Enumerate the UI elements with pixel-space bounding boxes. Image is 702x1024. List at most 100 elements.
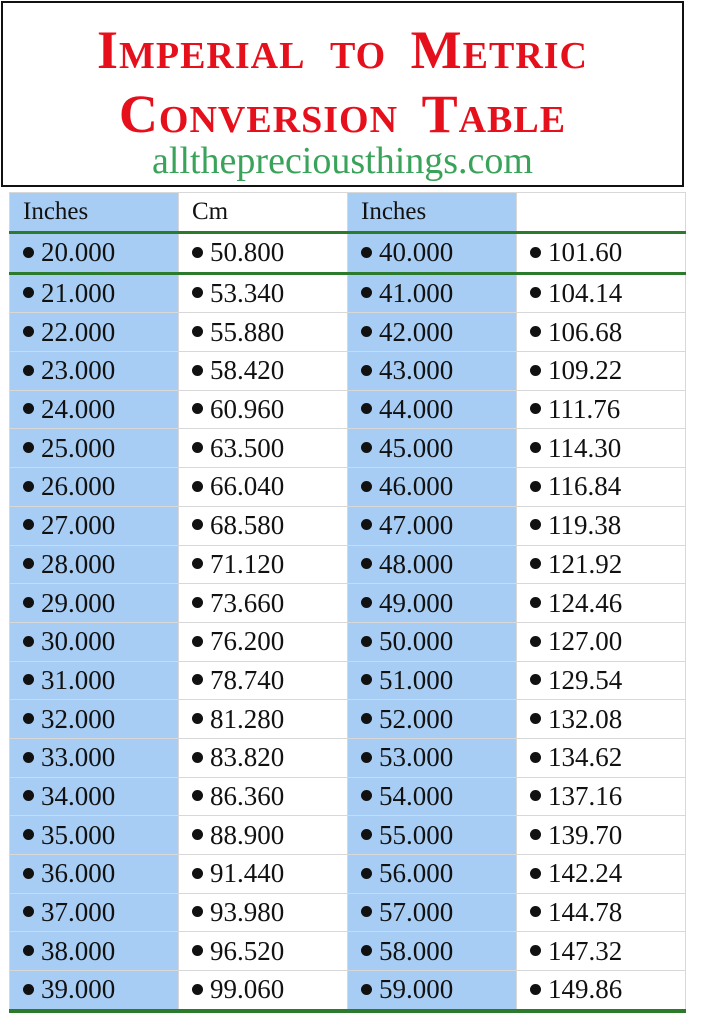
bullet-icon <box>23 635 34 647</box>
cell-value: 111.76 <box>548 394 621 425</box>
cm-cell: 144.78 <box>516 892 686 933</box>
cell-value: 56.000 <box>379 858 454 889</box>
bullet-icon <box>361 558 372 570</box>
bullet-icon <box>192 635 203 647</box>
inches-cell: 21.000 <box>9 272 179 314</box>
inches-cell: 45.000 <box>347 428 517 469</box>
bullet-icon <box>530 751 541 763</box>
table-row: 23.000 58.420 43.000 109.22 <box>9 351 686 391</box>
cell-value: 121.92 <box>548 548 623 579</box>
bullet-icon <box>192 674 203 686</box>
bullet-icon <box>192 828 203 840</box>
cell-value: 41.000 <box>379 278 454 309</box>
cell-value: 58.000 <box>379 935 454 966</box>
cm-cell: 66.040 <box>178 467 348 507</box>
table-row: 38.000 96.520 58.000 147.32 <box>9 931 686 972</box>
bullet-icon <box>361 712 372 724</box>
table-row: 39.000 99.060 59.000 149.86 <box>9 970 686 1013</box>
inches-cell: 59.000 <box>347 970 517 1013</box>
cell-value: 20.000 <box>41 237 116 268</box>
bullet-icon <box>530 828 541 840</box>
table-row: 37.000 93.980 57.000 144.78 <box>9 892 686 933</box>
inches-cell: 28.000 <box>9 544 179 585</box>
cell-value: 60.960 <box>210 394 285 425</box>
cell-value: 48.000 <box>379 548 454 579</box>
bullet-icon <box>23 403 34 415</box>
inches-cell: 47.000 <box>347 505 517 546</box>
bullet-icon <box>361 867 372 879</box>
table-row: 26.000 66.040 46.000 116.84 <box>9 467 686 507</box>
table-row: 28.000 71.120 48.000 121.92 <box>9 544 686 585</box>
cell-value: 76.200 <box>210 626 285 657</box>
cell-value: 54.000 <box>379 780 454 811</box>
bullet-icon <box>361 519 372 531</box>
bullet-icon <box>530 945 541 957</box>
bullet-icon <box>361 364 372 376</box>
bullet-icon <box>23 828 34 840</box>
inches-cell: 38.000 <box>9 931 179 972</box>
inches-cell: 31.000 <box>9 660 179 701</box>
inches-cell: 20.000 <box>9 232 179 275</box>
bullet-icon <box>23 287 34 299</box>
inches-cell: 53.000 <box>347 737 517 778</box>
bullet-icon <box>192 403 203 415</box>
inches-cell: 54.000 <box>347 776 517 817</box>
inches-cell: 26.000 <box>9 467 179 507</box>
bullet-icon <box>23 246 34 258</box>
table-row: 29.000 73.660 49.000 124.46 <box>9 583 686 623</box>
bullet-icon <box>530 519 541 531</box>
cell-value: 63.500 <box>210 432 285 463</box>
bullet-icon <box>530 983 541 995</box>
title-line-1: Imperial to Metric <box>96 20 588 80</box>
cell-value: 21.000 <box>41 278 116 309</box>
cell-value: 40.000 <box>379 237 454 268</box>
cm-cell: 81.280 <box>178 699 348 739</box>
cell-value: 137.16 <box>548 780 623 811</box>
inches-cell: 25.000 <box>9 428 179 469</box>
cm-cell: 106.68 <box>516 312 686 353</box>
inches-cell: 56.000 <box>347 854 517 894</box>
cell-value: 39.000 <box>41 974 116 1005</box>
cell-value: 114.30 <box>548 432 622 463</box>
table-row: 33.000 83.820 53.000 134.62 <box>9 737 686 778</box>
cell-value: 30.000 <box>41 626 116 657</box>
bullet-icon <box>530 558 541 570</box>
cm-cell: 124.46 <box>516 583 686 623</box>
cell-value: 57.000 <box>379 897 454 928</box>
cm-cell: 101.60 <box>516 232 686 275</box>
bullet-icon <box>23 945 34 957</box>
cm-cell: 127.00 <box>516 621 686 662</box>
cell-value: 37.000 <box>41 897 116 928</box>
cell-value: 38.000 <box>41 935 116 966</box>
cm-cell: 121.92 <box>516 544 686 585</box>
cell-value: 86.360 <box>210 780 285 811</box>
table-row: 32.000 81.280 52.000 132.08 <box>9 699 686 739</box>
bullet-icon <box>361 287 372 299</box>
table-row: 34.000 86.360 54.000 137.16 <box>9 776 686 817</box>
conversion-table: Inches Cm Inches 20.000 50.800 40.000 101.6… <box>9 192 686 1013</box>
inches-cell: 35.000 <box>9 815 179 855</box>
inches-cell: 30.000 <box>9 621 179 662</box>
bullet-icon <box>361 751 372 763</box>
table-row: 25.000 63.500 45.000 114.30 <box>9 428 686 469</box>
inches-cell: 22.000 <box>9 312 179 353</box>
cell-value: 49.000 <box>379 587 454 618</box>
bullet-icon <box>361 326 372 338</box>
bullet-icon <box>23 983 34 995</box>
cm-cell: 83.820 <box>178 737 348 778</box>
inches-cell: 41.000 <box>347 272 517 314</box>
cell-value: 99.060 <box>210 974 285 1005</box>
cm-cell: 93.980 <box>178 892 348 933</box>
bullet-icon <box>361 442 372 454</box>
cell-value: 51.000 <box>379 664 454 695</box>
cell-value: 83.820 <box>210 742 285 773</box>
cm-cell: 109.22 <box>516 351 686 391</box>
inches-cell: 27.000 <box>9 505 179 546</box>
bullet-icon <box>530 596 541 608</box>
cell-value: 53.000 <box>379 742 454 773</box>
cell-value: 91.440 <box>210 858 285 889</box>
cell-value: 34.000 <box>41 780 116 811</box>
bullet-icon <box>192 906 203 918</box>
table-row: 24.000 60.960 44.000 111.76 <box>9 389 686 430</box>
bullet-icon <box>361 790 372 802</box>
